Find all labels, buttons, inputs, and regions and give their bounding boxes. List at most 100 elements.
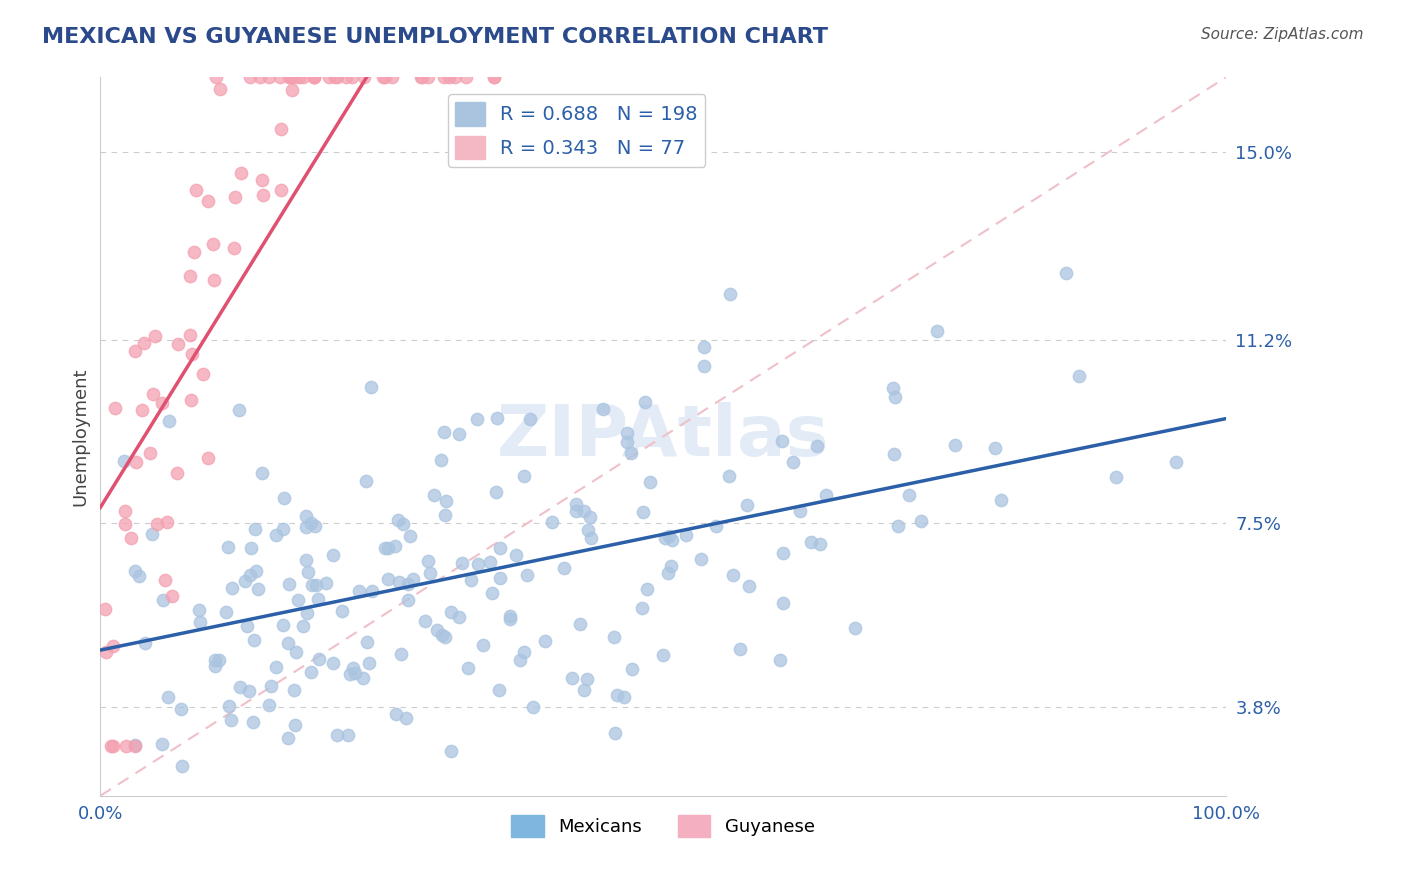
Point [499,609,522,624]
Point [322,656,344,670]
Point [361,583,384,598]
Point [219,713,242,727]
Point [419,566,441,581]
Point [631,504,654,518]
Point [240,541,263,555]
Point [205,70,228,85]
Point [772,546,794,560]
Point [533,633,555,648]
Point [120,531,142,545]
Point [984,441,1007,455]
Point [738,579,761,593]
Point [131,402,153,417]
Point [782,455,804,469]
Point [235,618,257,632]
Point [579,510,602,524]
Point [342,660,364,674]
Point [479,555,502,569]
Y-axis label: Unemployment: Unemployment [72,368,89,506]
Point [187,603,209,617]
Point [352,671,374,685]
Point [238,683,260,698]
Point [297,607,319,621]
Point [882,381,904,395]
Point [183,245,205,260]
Point [124,565,146,579]
Point [659,559,682,574]
Point [283,682,305,697]
Point [295,520,318,534]
Point [654,532,676,546]
Point [181,347,204,361]
Point [374,541,396,555]
Point [499,612,522,626]
Point [353,70,375,85]
Point [359,656,381,670]
Point [360,380,382,394]
Point [484,70,506,85]
Point [204,653,226,667]
Text: MEXICAN VS GUYANESE UNEMPLOYMENT CORRELATION CHART: MEXICAN VS GUYANESE UNEMPLOYMENT CORRELA… [42,27,828,46]
Point [301,578,323,592]
Point [184,183,207,197]
Point [356,635,378,649]
Point [396,593,419,607]
Point [384,539,406,553]
Point [388,574,411,589]
Point [308,651,330,665]
Point [564,503,586,517]
Point [270,122,292,136]
Point [887,519,910,533]
Point [284,645,307,659]
Point [692,359,714,373]
Point [153,573,176,587]
Point [377,572,399,586]
Point [693,339,716,353]
Point [485,485,508,500]
Point [402,572,425,586]
Point [465,412,488,426]
Point [141,386,163,401]
Point [100,739,122,753]
Point [910,515,932,529]
Point [339,667,361,681]
Point [657,566,679,581]
Point [284,718,307,732]
Point [318,70,340,85]
Point [167,337,190,351]
Point [430,452,453,467]
Point [259,70,281,85]
Point [513,469,536,483]
Point [1054,267,1077,281]
Point [354,474,377,488]
Point [1067,369,1090,384]
Point [284,70,307,85]
Point [326,70,349,85]
Point [150,737,173,751]
Point [772,596,794,610]
Point [295,509,318,524]
Point [1105,470,1128,484]
Point [633,395,655,409]
Point [101,639,124,653]
Point [280,83,302,97]
Point [179,269,201,284]
Point [704,519,727,533]
Point [377,541,399,556]
Point [297,565,319,579]
Point [287,592,309,607]
Point [484,70,506,85]
Point [636,582,658,596]
Point [522,700,544,714]
Point [94,602,117,616]
Point [114,503,136,517]
Point [246,582,269,596]
Point [426,623,449,637]
Point [374,70,396,85]
Point [444,70,467,85]
Point [166,466,188,480]
Point [157,690,180,704]
Point [204,659,226,673]
Point [252,466,274,480]
Point [134,636,156,650]
